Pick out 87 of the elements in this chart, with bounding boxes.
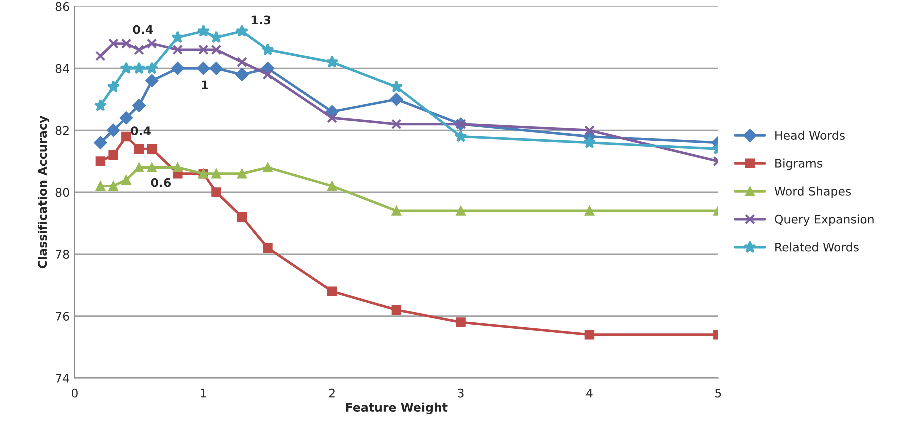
point — [391, 119, 402, 130]
point — [327, 112, 338, 124]
point — [108, 38, 119, 50]
annotation: 1 — [202, 80, 208, 90]
point — [211, 44, 222, 56]
x-tick-label: 5 — [716, 389, 722, 398]
point — [147, 162, 158, 173]
point — [263, 243, 273, 254]
point — [198, 44, 209, 56]
point — [146, 38, 158, 50]
point — [197, 24, 210, 37]
point — [456, 318, 466, 328]
point — [132, 99, 146, 112]
y-tick-label: 78 — [56, 250, 70, 260]
point — [584, 330, 595, 340]
legend-label: Head Words — [776, 130, 845, 140]
point — [107, 80, 120, 93]
point — [237, 212, 248, 222]
y-tick-label: 76 — [56, 312, 70, 321]
x-tick-label: 2 — [329, 388, 335, 398]
point — [94, 136, 108, 150]
point — [212, 169, 222, 179]
annotation: 0.6 — [151, 178, 172, 188]
point — [390, 92, 404, 106]
point — [134, 144, 144, 154]
point — [108, 181, 118, 192]
annotation: 0.4 — [133, 25, 154, 34]
y-tick-label: 84 — [56, 64, 70, 74]
x-axis-title: Feature Weight — [346, 402, 448, 414]
point — [392, 206, 402, 216]
point — [94, 99, 108, 112]
point — [236, 68, 249, 82]
point — [108, 150, 118, 160]
point — [456, 206, 466, 216]
point — [237, 57, 248, 68]
y-axis-title: Classification Accuracy — [38, 116, 50, 269]
x-tick-label: 0 — [72, 388, 78, 398]
point — [584, 125, 595, 136]
x-tick-label: 1 — [201, 389, 206, 398]
point — [96, 156, 106, 166]
point — [146, 74, 159, 88]
point — [262, 43, 274, 56]
point — [171, 62, 184, 76]
point — [327, 181, 338, 192]
point — [121, 38, 132, 50]
point — [390, 80, 404, 93]
point — [392, 305, 402, 315]
point — [134, 44, 145, 56]
point — [172, 31, 184, 44]
x-tick-label: 3 — [458, 388, 464, 398]
point — [95, 51, 106, 62]
point — [210, 62, 224, 76]
annotation: 0.4 — [131, 126, 151, 136]
y-tick-label: 74 — [56, 374, 70, 383]
point — [120, 62, 133, 74]
y-tick-label: 82 — [56, 126, 69, 136]
point — [134, 162, 144, 173]
point — [173, 162, 183, 173]
point — [236, 24, 249, 37]
x-tick-label: 4 — [586, 389, 593, 398]
y-tick-label: 80 — [56, 188, 70, 198]
point — [326, 56, 339, 68]
legend-label: Bigrams — [776, 158, 822, 170]
point — [327, 286, 338, 296]
point — [96, 181, 106, 192]
point — [120, 112, 134, 125]
legend-label: Related Words — [776, 242, 859, 252]
point — [122, 175, 132, 185]
point — [147, 144, 158, 154]
point — [106, 124, 120, 138]
point — [237, 169, 248, 179]
y-tick-label: 86 — [56, 2, 70, 12]
point — [122, 132, 132, 142]
point — [210, 31, 223, 44]
point — [146, 62, 158, 74]
point — [454, 130, 468, 142]
point — [584, 206, 595, 216]
annotation: 1.3 — [252, 16, 271, 25]
point — [197, 62, 210, 76]
legend-label: Word Shapes — [774, 186, 852, 198]
point — [212, 188, 222, 198]
point — [132, 62, 146, 74]
point — [262, 70, 274, 80]
point — [583, 136, 596, 148]
point — [172, 44, 184, 56]
point — [263, 162, 273, 173]
legend-label: Query Expansion — [775, 214, 874, 226]
